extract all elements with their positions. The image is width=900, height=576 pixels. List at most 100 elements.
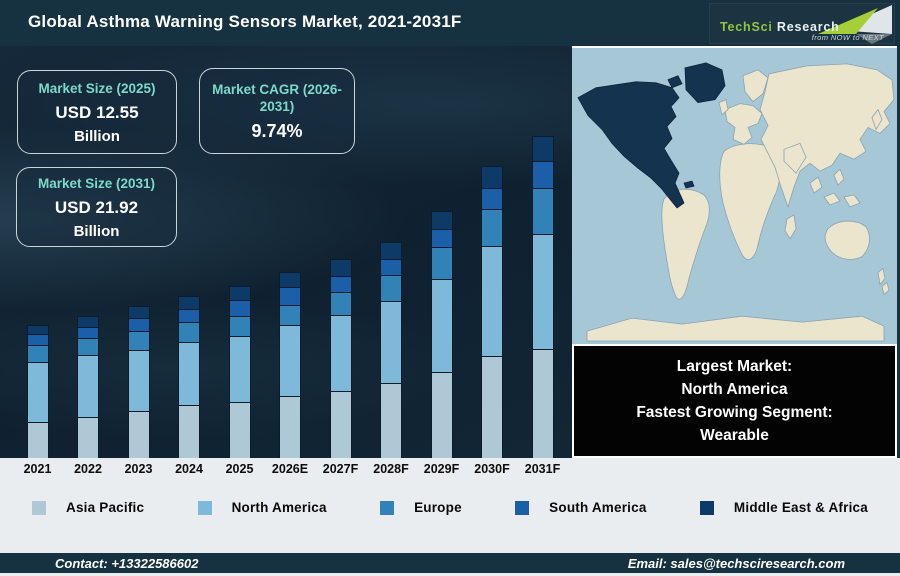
- bar-segment: [329, 390, 352, 458]
- legend-label: Asia Pacific: [66, 500, 145, 515]
- footer-bottom-line: [0, 573, 900, 576]
- bar-segment: [481, 166, 503, 189]
- bar-segment: [430, 371, 453, 458]
- axis-label: 2030F: [474, 462, 510, 476]
- legend-label: North America: [231, 500, 327, 515]
- callout-unit: Billion: [74, 127, 120, 145]
- legend-item: Europe: [380, 500, 462, 515]
- bar-segment: [178, 296, 200, 309]
- bar-segment: [531, 188, 554, 235]
- logo-brand-primary: TechSci: [720, 20, 773, 34]
- bar-2025: [228, 286, 251, 458]
- bar-segment: [77, 416, 99, 458]
- legend-item: South America: [515, 500, 646, 515]
- map-land: [586, 63, 895, 342]
- bar-segment: [26, 345, 49, 363]
- bar-segment: [228, 336, 251, 402]
- bar-segment: [531, 349, 554, 458]
- axis-label: 2031F: [524, 462, 561, 476]
- legend-item: Middle East & Africa: [699, 500, 868, 515]
- bar-segment: [178, 322, 200, 342]
- callout-value: USD 21.92: [54, 197, 139, 217]
- legend-swatch-icon: [380, 500, 395, 515]
- bar-segment: [329, 314, 352, 391]
- axis-label: 2025: [225, 462, 254, 476]
- bar-segment: [430, 278, 453, 372]
- axis-label: 2023: [124, 462, 153, 476]
- axis-label: 2029F: [423, 462, 460, 476]
- bar-segment: [481, 246, 503, 356]
- bar-segment: [228, 401, 251, 458]
- logo-tagline: from NOW to NEXT: [811, 33, 884, 42]
- footer-contact: Contact: +13322586602: [55, 556, 199, 571]
- legend-item: Asia Pacific: [32, 500, 144, 515]
- bar-segment: [77, 326, 99, 339]
- right-panel: Largest Market: North America Fastest Gr…: [572, 46, 897, 458]
- bar-segment: [127, 349, 150, 412]
- axis-label: 2027F: [322, 462, 359, 476]
- bar-segment: [127, 330, 150, 350]
- map-north-america-highlight: [577, 62, 726, 209]
- callout-title: Market Size (2025): [38, 80, 156, 96]
- bar-segment: [279, 396, 301, 458]
- bar-segment: [127, 317, 150, 331]
- bar-segment: [481, 355, 503, 458]
- bar-segment: [77, 355, 99, 417]
- bar-segment: [127, 411, 150, 458]
- bar-segment: [26, 422, 49, 458]
- bar-2029F: [430, 211, 453, 458]
- legend-label: Europe: [414, 500, 462, 515]
- bar-segment: [178, 341, 200, 406]
- bottom-strip: 2021 2022 2023 2024 2025 2026E 2027F 2028F 2029F…: [0, 458, 900, 553]
- world-map-svg: [572, 48, 897, 344]
- callout-title: Market CAGR (2026-2031): [212, 81, 342, 114]
- bar-segment: [26, 362, 49, 423]
- legend-item: North America: [197, 500, 327, 515]
- legend-label: South America: [549, 500, 647, 515]
- axis-label: 2026E: [271, 462, 309, 476]
- bar-segment: [178, 308, 200, 323]
- callout-market-cagr: Market CAGR (2026-2031) 9.74%: [199, 68, 355, 154]
- info-line: North America: [681, 381, 788, 398]
- bar-segment: [481, 208, 503, 247]
- axis-label: 2024: [175, 462, 203, 476]
- bar-segment: [329, 292, 352, 315]
- axis-label: 2021: [23, 462, 52, 476]
- stacked-bar-chart: [0, 46, 572, 458]
- callout-market-size-2031: Market Size (2031) USD 21.92 Billion: [16, 167, 177, 247]
- bar-segment: [279, 287, 301, 305]
- bar-segment: [77, 315, 99, 327]
- chart-legend: Asia Pacific North America Europe South Ame…: [0, 500, 900, 515]
- footer-email: Email: sales@techsciresearch.com: [627, 556, 845, 571]
- info-line: Wearable: [700, 427, 769, 444]
- bar-2021: [26, 325, 49, 458]
- logo-brand-secondary: Research: [776, 20, 840, 34]
- bar-segment: [178, 405, 200, 458]
- bar-segment: [228, 286, 251, 300]
- techsci-logo: TechSci Research from NOW to NEXT: [709, 3, 895, 44]
- callout-value: 9.74%: [251, 120, 303, 141]
- bar-2022: [77, 315, 99, 458]
- legend-label: Middle East & Africa: [733, 500, 868, 515]
- axis-label: 2028F: [373, 462, 409, 476]
- bar-segment: [481, 188, 503, 209]
- bar-segment: [531, 136, 554, 161]
- chart-panel: Market Size (2025) USD 12.55 Billion Mar…: [0, 46, 572, 458]
- bar-2031F: [531, 136, 554, 458]
- bar-segment: [380, 301, 402, 384]
- bar-segment: [380, 275, 402, 302]
- bar-segment: [531, 160, 554, 189]
- bar-segment: [26, 325, 49, 335]
- callout-value: USD 12.55: [55, 102, 139, 122]
- bar-2023: [127, 305, 150, 458]
- legend-swatch-icon: [699, 500, 714, 515]
- callout-unit: Billion: [73, 222, 120, 240]
- bar-segment: [228, 299, 251, 317]
- page-title: Global Asthma Warning Sensors Market, 20…: [28, 12, 462, 31]
- legend-swatch-icon: [197, 500, 212, 515]
- bar-segment: [77, 338, 99, 356]
- logo-arrow-icon: [818, 5, 892, 44]
- logo-wordmark: TechSci Research: [720, 20, 840, 34]
- bar-segment: [279, 304, 301, 326]
- header-bar: Global Asthma Warning Sensors Market, 20…: [0, 0, 900, 46]
